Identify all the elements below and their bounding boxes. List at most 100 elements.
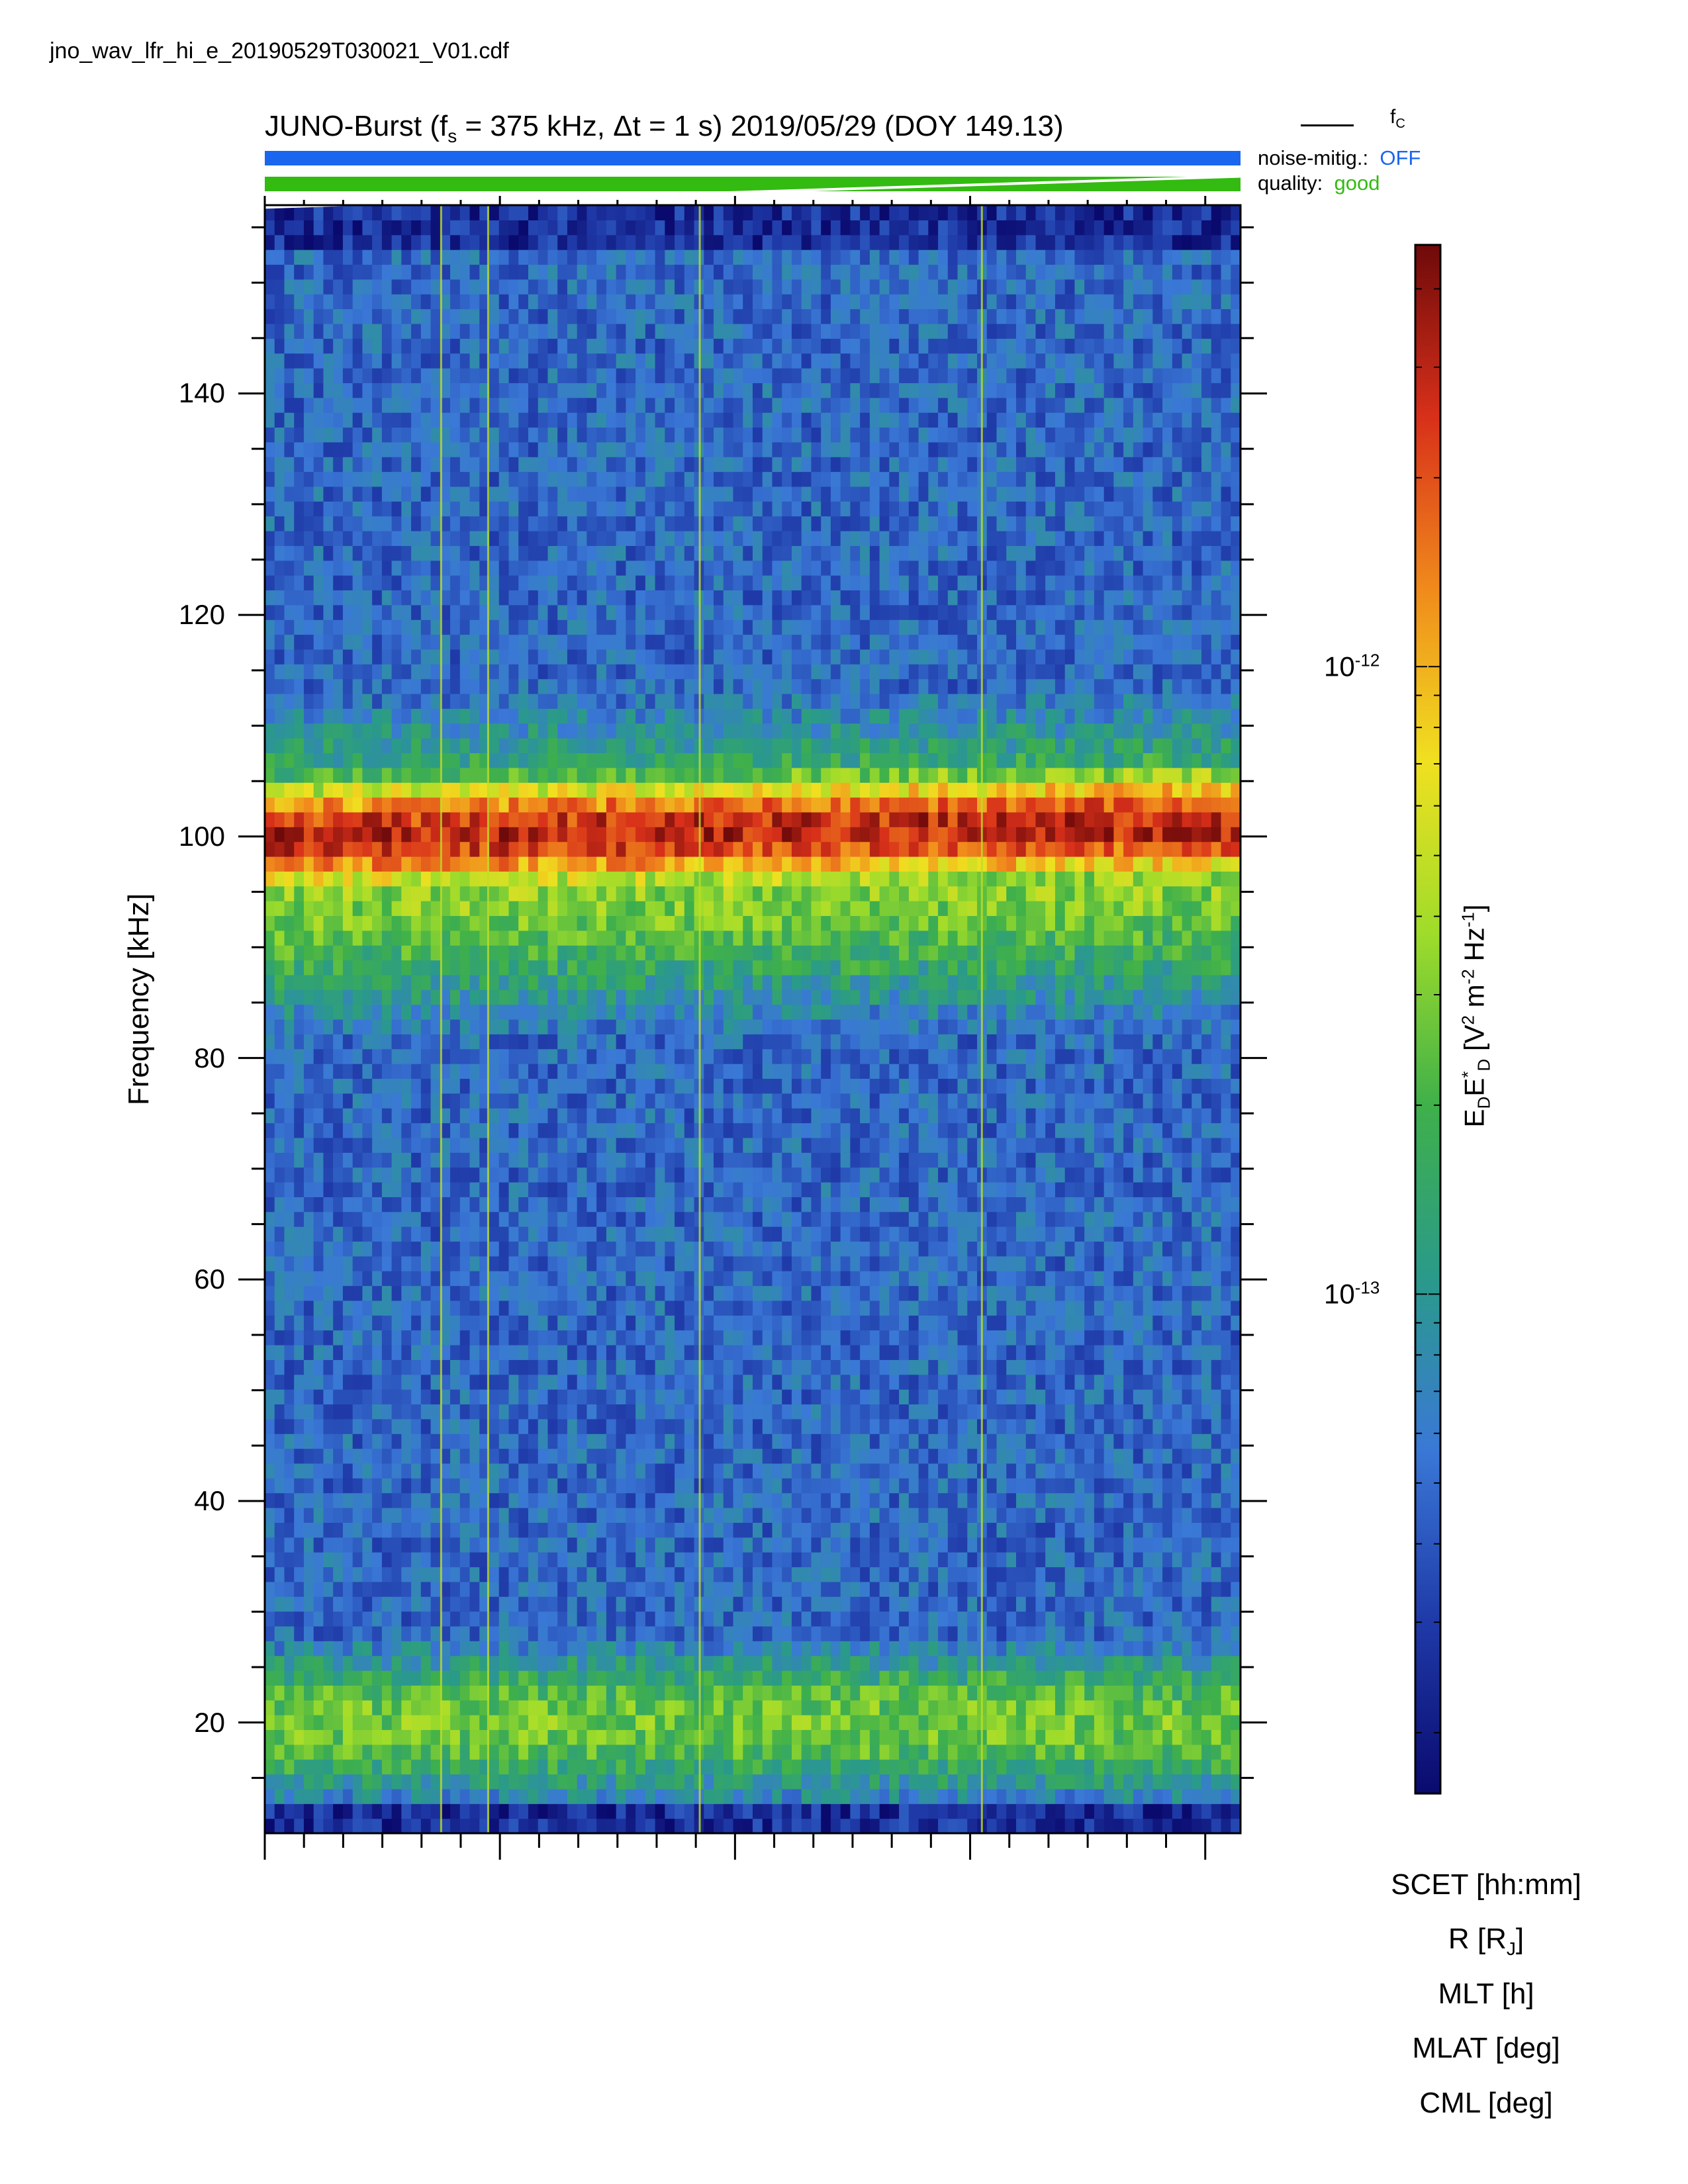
- heatmap-cell: [586, 1788, 597, 1804]
- heatmap-cell: [313, 930, 324, 946]
- heatmap-cell: [391, 1152, 402, 1168]
- heatmap-cell: [372, 1285, 383, 1301]
- heatmap-cell: [655, 1374, 665, 1390]
- heatmap-cell: [665, 752, 675, 768]
- heatmap-cell: [596, 871, 607, 887]
- heatmap-cell: [489, 752, 500, 768]
- heatmap-cell: [323, 782, 334, 798]
- heatmap-cell: [459, 486, 471, 502]
- heatmap-cell: [528, 1818, 539, 1834]
- heatmap-cell: [274, 1152, 285, 1168]
- heatmap-cell: [626, 1345, 636, 1360]
- heatmap-cell: [323, 1685, 334, 1701]
- heatmap-cell: [547, 974, 558, 990]
- heatmap-cell: [518, 1064, 529, 1079]
- heatmap-cell: [284, 234, 295, 250]
- heatmap-cell: [557, 1788, 568, 1804]
- heatmap-cell: [528, 250, 539, 265]
- heatmap-cell: [567, 1152, 578, 1168]
- heatmap-cell: [635, 1581, 646, 1597]
- heatmap-cell: [518, 397, 529, 413]
- heatmap-cell: [479, 1064, 490, 1079]
- heatmap-cell: [635, 1093, 646, 1109]
- heatmap-cell: [294, 1567, 305, 1582]
- heatmap-cell: [665, 1700, 675, 1715]
- heatmap-cell: [362, 1448, 373, 1464]
- heatmap-cell: [372, 708, 383, 724]
- heatmap-cell: [323, 279, 334, 295]
- heatmap-cell: [274, 1818, 285, 1834]
- heatmap-cell: [596, 545, 607, 561]
- heatmap-cell: [469, 457, 480, 473]
- heatmap-cell: [411, 1078, 422, 1094]
- heatmap-cell: [684, 708, 695, 724]
- heatmap-cell: [557, 264, 568, 280]
- heatmap-cell: [323, 338, 334, 354]
- heatmap-cell: [313, 1611, 324, 1627]
- heatmap-cell: [391, 678, 402, 694]
- heatmap-cell: [675, 1315, 685, 1331]
- noise-mitigation-status: noise-mitig.: OFF: [1258, 146, 1421, 169]
- heatmap-cell: [430, 486, 441, 502]
- heatmap-cell: [645, 1345, 656, 1360]
- heatmap-cell: [547, 1034, 558, 1050]
- heatmap-cell: [557, 294, 568, 310]
- heatmap-cell: [381, 1581, 393, 1597]
- heatmap-cell: [430, 1567, 441, 1582]
- heatmap-cell: [362, 708, 373, 724]
- heatmap-cell: [333, 1197, 344, 1212]
- heatmap-cell: [675, 486, 685, 502]
- heatmap-cell: [372, 619, 383, 635]
- heatmap-cell: [655, 1404, 665, 1420]
- heatmap-cell: [420, 250, 432, 265]
- heatmap-cell: [469, 545, 480, 561]
- heatmap-cell: [265, 397, 275, 413]
- heatmap-cell: [528, 338, 539, 354]
- heatmap-cell: [577, 1285, 588, 1301]
- heatmap-cell: [333, 871, 344, 887]
- heatmap-cell: [665, 1064, 675, 1079]
- heatmap-cell: [508, 678, 519, 694]
- heatmap-cell: [684, 1625, 695, 1641]
- heatmap-cell: [684, 974, 695, 990]
- heatmap-cell: [294, 974, 305, 990]
- heatmap-cell: [547, 220, 558, 236]
- heatmap-cell: [518, 1271, 529, 1287]
- heatmap-cell: [635, 234, 646, 250]
- heatmap-cell: [586, 1508, 597, 1523]
- heatmap-cell: [528, 353, 539, 369]
- heatmap-cell: [489, 738, 500, 754]
- heatmap-cell: [352, 279, 363, 295]
- heatmap-cell: [479, 1433, 490, 1449]
- heatmap-cell: [489, 694, 500, 709]
- heatmap-cell: [508, 471, 519, 487]
- heatmap-cell: [265, 901, 275, 917]
- heatmap-cell: [440, 871, 451, 887]
- heatmap-cell: [596, 1418, 607, 1434]
- heatmap-cell: [704, 1285, 714, 1301]
- heatmap-cell: [528, 664, 539, 680]
- heatmap-cell: [498, 1211, 510, 1227]
- heatmap-cell: [420, 1093, 432, 1109]
- heatmap-cell: [606, 338, 617, 354]
- heatmap-cell: [420, 383, 432, 398]
- heatmap-cell: [274, 1241, 285, 1257]
- heatmap-cell: [459, 338, 471, 354]
- heatmap-cell: [557, 250, 568, 265]
- heatmap-cell: [430, 1137, 441, 1153]
- heatmap-cell: [274, 1330, 285, 1345]
- heatmap-cell: [498, 1064, 510, 1079]
- heatmap-cell: [284, 723, 295, 739]
- heatmap-cell: [684, 1803, 695, 1819]
- heatmap-cell: [450, 1300, 461, 1316]
- heatmap-cell: [479, 1611, 490, 1627]
- heatmap-cell: [284, 441, 295, 457]
- heatmap-cell: [401, 531, 412, 546]
- heatmap-cell: [538, 590, 549, 606]
- heatmap-cell: [557, 960, 568, 976]
- heatmap-cell: [508, 649, 519, 664]
- heatmap-cell: [430, 1078, 441, 1094]
- heatmap-cell: [675, 1048, 685, 1064]
- heatmap-cell: [274, 575, 285, 591]
- heatmap-cell: [567, 1744, 578, 1760]
